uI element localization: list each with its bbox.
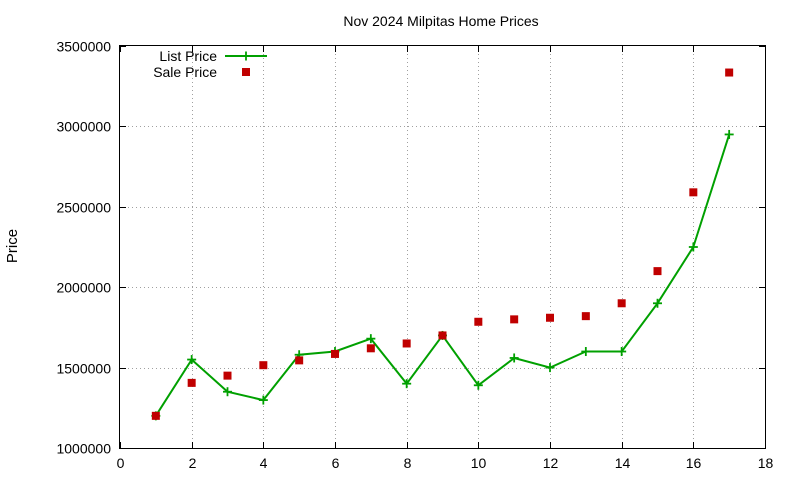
list-price-point [258, 395, 268, 405]
list-price-point [653, 298, 662, 308]
list-price-line [154, 134, 731, 417]
series-sale-price [151, 68, 734, 420]
y-tick-label: 1000000 [56, 441, 111, 457]
sale-price-point [653, 267, 662, 276]
list-price-point [688, 242, 698, 252]
x-tick-label: 16 [686, 455, 702, 471]
sale-price-point [223, 371, 232, 380]
list-price-point [509, 353, 519, 363]
x-tick-label: 18 [758, 455, 774, 471]
y-tick-label: 1500000 [56, 361, 111, 377]
sale-price-point [474, 317, 483, 326]
sale-price-point [617, 299, 626, 308]
x-tick-label: 12 [543, 455, 559, 471]
chart-title: Nov 2024 Milpitas Home Prices [343, 13, 538, 29]
x-tick-label: 14 [615, 455, 631, 471]
sale-price-point [259, 361, 268, 370]
list-price-point [223, 387, 232, 397]
sale-price-point [689, 188, 698, 197]
sale-price-point [510, 315, 519, 324]
legend-label: Sale Price [153, 64, 217, 80]
y-tick-label: 2000000 [56, 280, 111, 296]
x-tick-label: 2 [189, 455, 197, 471]
x-tick-label: 10 [471, 455, 487, 471]
list-price-point [545, 363, 555, 373]
x-tick-label: 0 [117, 455, 125, 471]
sale-price-point [581, 312, 590, 321]
sale-price-point [331, 349, 339, 358]
legend-label: List Price [159, 48, 217, 64]
sale-price-point [402, 339, 411, 348]
sale-price-point [725, 68, 734, 77]
sale-price-point [151, 411, 160, 420]
sale-price-point [438, 331, 447, 340]
list-price-point [473, 380, 483, 390]
y-tick-label: 3000000 [56, 119, 111, 135]
list-price-point [402, 379, 412, 389]
x-tick-label: 8 [404, 455, 412, 471]
plot-frame [119, 45, 766, 449]
list-price-point [366, 334, 376, 344]
legend-plus-swatch [241, 51, 251, 61]
x-tick-label: 4 [260, 455, 268, 471]
list-price-point [187, 355, 197, 365]
series-layer [151, 68, 734, 421]
y-tick-label: 3500000 [56, 39, 111, 55]
sale-price-point [546, 313, 554, 322]
x-tick-label: 6 [332, 455, 340, 471]
list-price-point [581, 347, 591, 357]
legend-square-swatch [242, 68, 250, 76]
grid-lines [120, 46, 765, 448]
sale-price-point [187, 378, 196, 387]
y-tick-label: 2500000 [56, 200, 111, 216]
series-list-price [151, 129, 734, 421]
list-price-point [724, 129, 734, 139]
axis-ticks: 0 2 4 6 8 10 12 14 16 18 1000000 1500000 2000000 2500… [56, 39, 773, 472]
y-axis-label: Price [4, 229, 21, 263]
sale-price-point [366, 344, 375, 353]
list-price-point [617, 347, 627, 357]
sale-price-point [295, 356, 304, 365]
